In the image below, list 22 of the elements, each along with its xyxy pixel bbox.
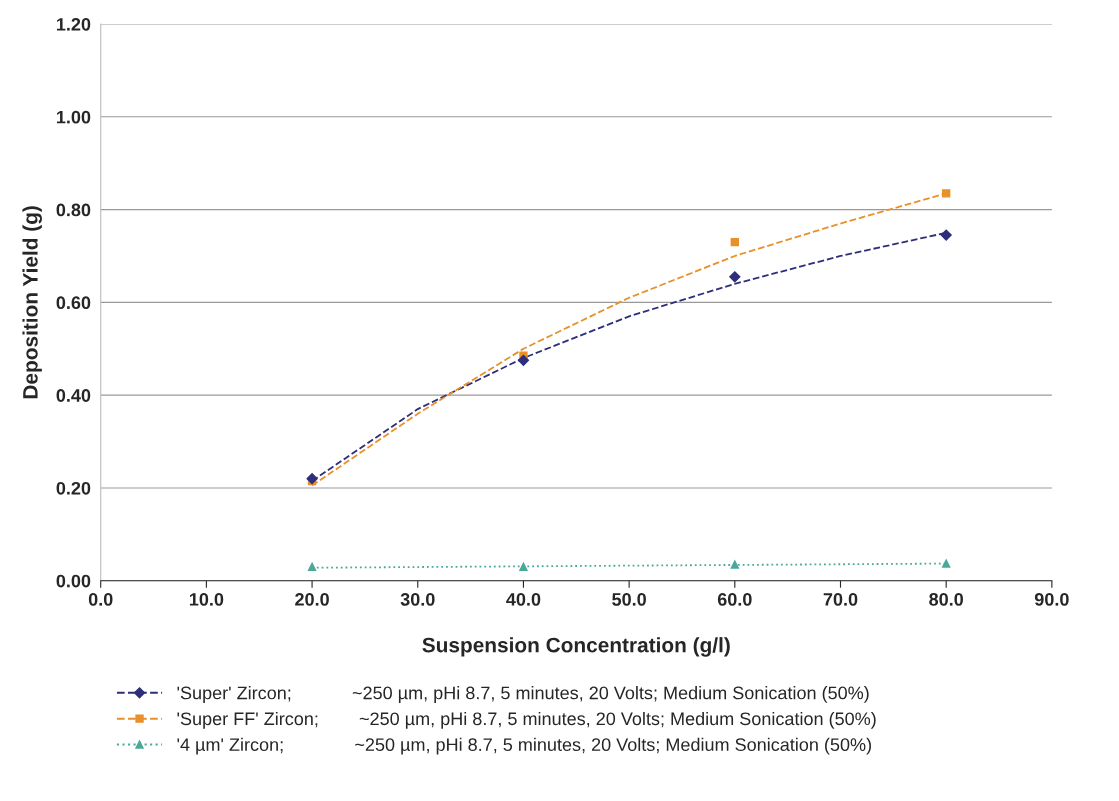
legend-label: 'Super' Zircon; ~250 µm, pHi 8.7, 5 minutes, 20 Volts; Medium Sonication (50%) <box>177 686 869 703</box>
x-tick-label: 30.0 <box>400 593 435 606</box>
y-tick-label: 0.60 <box>56 296 91 310</box>
x-tick-label: 0.0 <box>88 593 113 606</box>
x-tick-label: 50.0 <box>612 593 646 606</box>
y-tick-label: 0.00 <box>56 574 91 588</box>
legend-label: '4 µm' Zircon; ~250 µm, pHi 8.7, 5 minutes, 20 Volts; Medium Sonication (50%) <box>177 737 871 755</box>
x-tick-label: 40.0 <box>506 593 541 606</box>
x-tick-label: 10.0 <box>189 593 224 606</box>
y-tick-label: 1.20 <box>56 17 91 31</box>
legend-label: 'Super FF' Zircon; ~250 µm, pHi 8.7, 5 minutes, 20 Volts; Medium Sonication (50%) <box>177 711 876 729</box>
x-axis-title: Suspension Concentration (g/l) <box>422 637 730 657</box>
x-tick-label: 20.0 <box>295 593 329 606</box>
y-tick-label: 0.80 <box>56 203 91 217</box>
x-tick-label: 90.0 <box>1034 593 1069 606</box>
y-tick-label: 0.40 <box>56 389 91 402</box>
y-tick-label: 1.00 <box>56 110 91 124</box>
x-tick-label: 70.0 <box>823 593 858 606</box>
y-axis-title: Deposition Yield (g) <box>22 206 42 399</box>
y-tick-label: 0.20 <box>56 481 91 495</box>
x-tick-label: 60.0 <box>717 593 752 606</box>
x-tick-label: 80.0 <box>929 593 964 606</box>
